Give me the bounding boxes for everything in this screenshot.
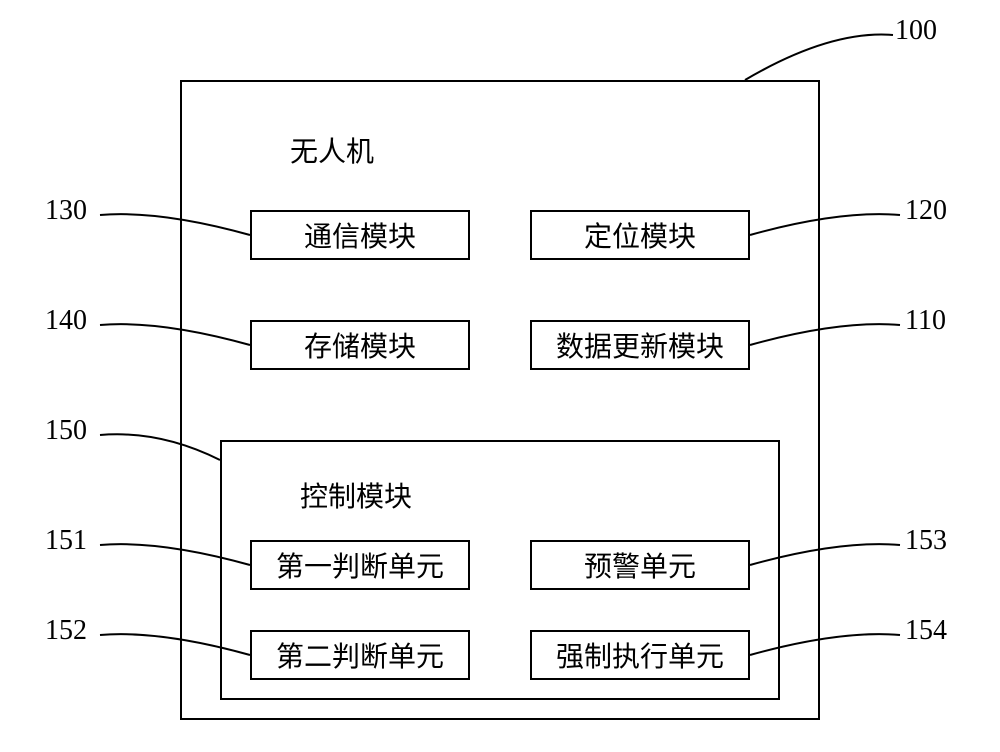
- lead-130: [100, 214, 250, 235]
- lead-152: [100, 634, 250, 655]
- lead-153: [750, 544, 900, 565]
- lead-100: [745, 35, 893, 80]
- lead-110: [750, 324, 900, 345]
- lead-120: [750, 214, 900, 235]
- lead-150: [100, 434, 220, 460]
- lead-151: [100, 544, 250, 565]
- lead-140: [100, 324, 250, 345]
- lead-lines: [0, 0, 1000, 752]
- lead-154: [750, 634, 900, 655]
- diagram-canvas: 无人机 通信模块 定位模块 存储模块 数据更新模块 控制模块 第一判断单元 预警…: [0, 0, 1000, 752]
